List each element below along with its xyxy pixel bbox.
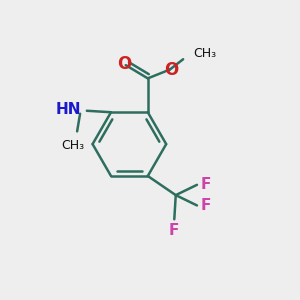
Text: CH₃: CH₃ [194, 47, 217, 60]
Text: F: F [200, 177, 211, 192]
Text: CH₃: CH₃ [61, 139, 84, 152]
Text: F: F [169, 223, 179, 238]
Text: O: O [117, 55, 131, 73]
Text: F: F [200, 198, 211, 213]
Text: O: O [164, 61, 178, 79]
Text: HN: HN [56, 102, 82, 117]
